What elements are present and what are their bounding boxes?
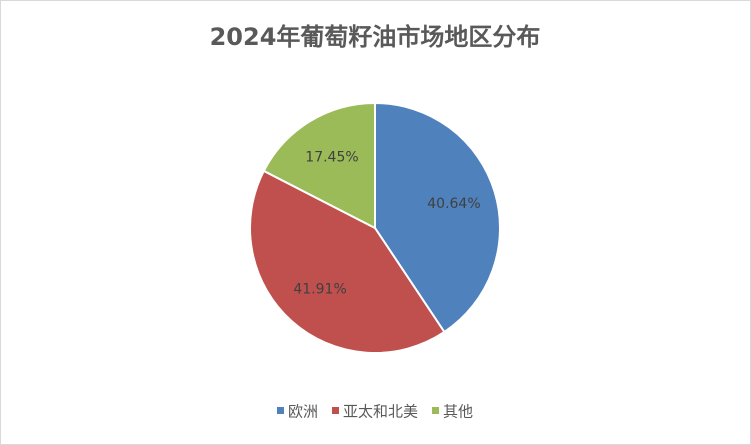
chart-title: 2024年葡萄籽油市场地区分布 <box>210 23 541 51</box>
data-label: 40.64% <box>427 196 480 212</box>
pie-slice <box>249 169 446 354</box>
legend-swatch <box>432 407 440 414</box>
legend-label: 亚太和北美 <box>343 403 418 421</box>
data-label: 41.91% <box>293 282 346 298</box>
pie-slice <box>262 101 376 230</box>
legend-swatch <box>331 407 339 414</box>
data-label: 17.45% <box>305 150 358 166</box>
legend-label: 欧洲 <box>288 403 318 421</box>
legend-swatch <box>276 407 284 414</box>
legend-label: 其他 <box>443 403 473 421</box>
